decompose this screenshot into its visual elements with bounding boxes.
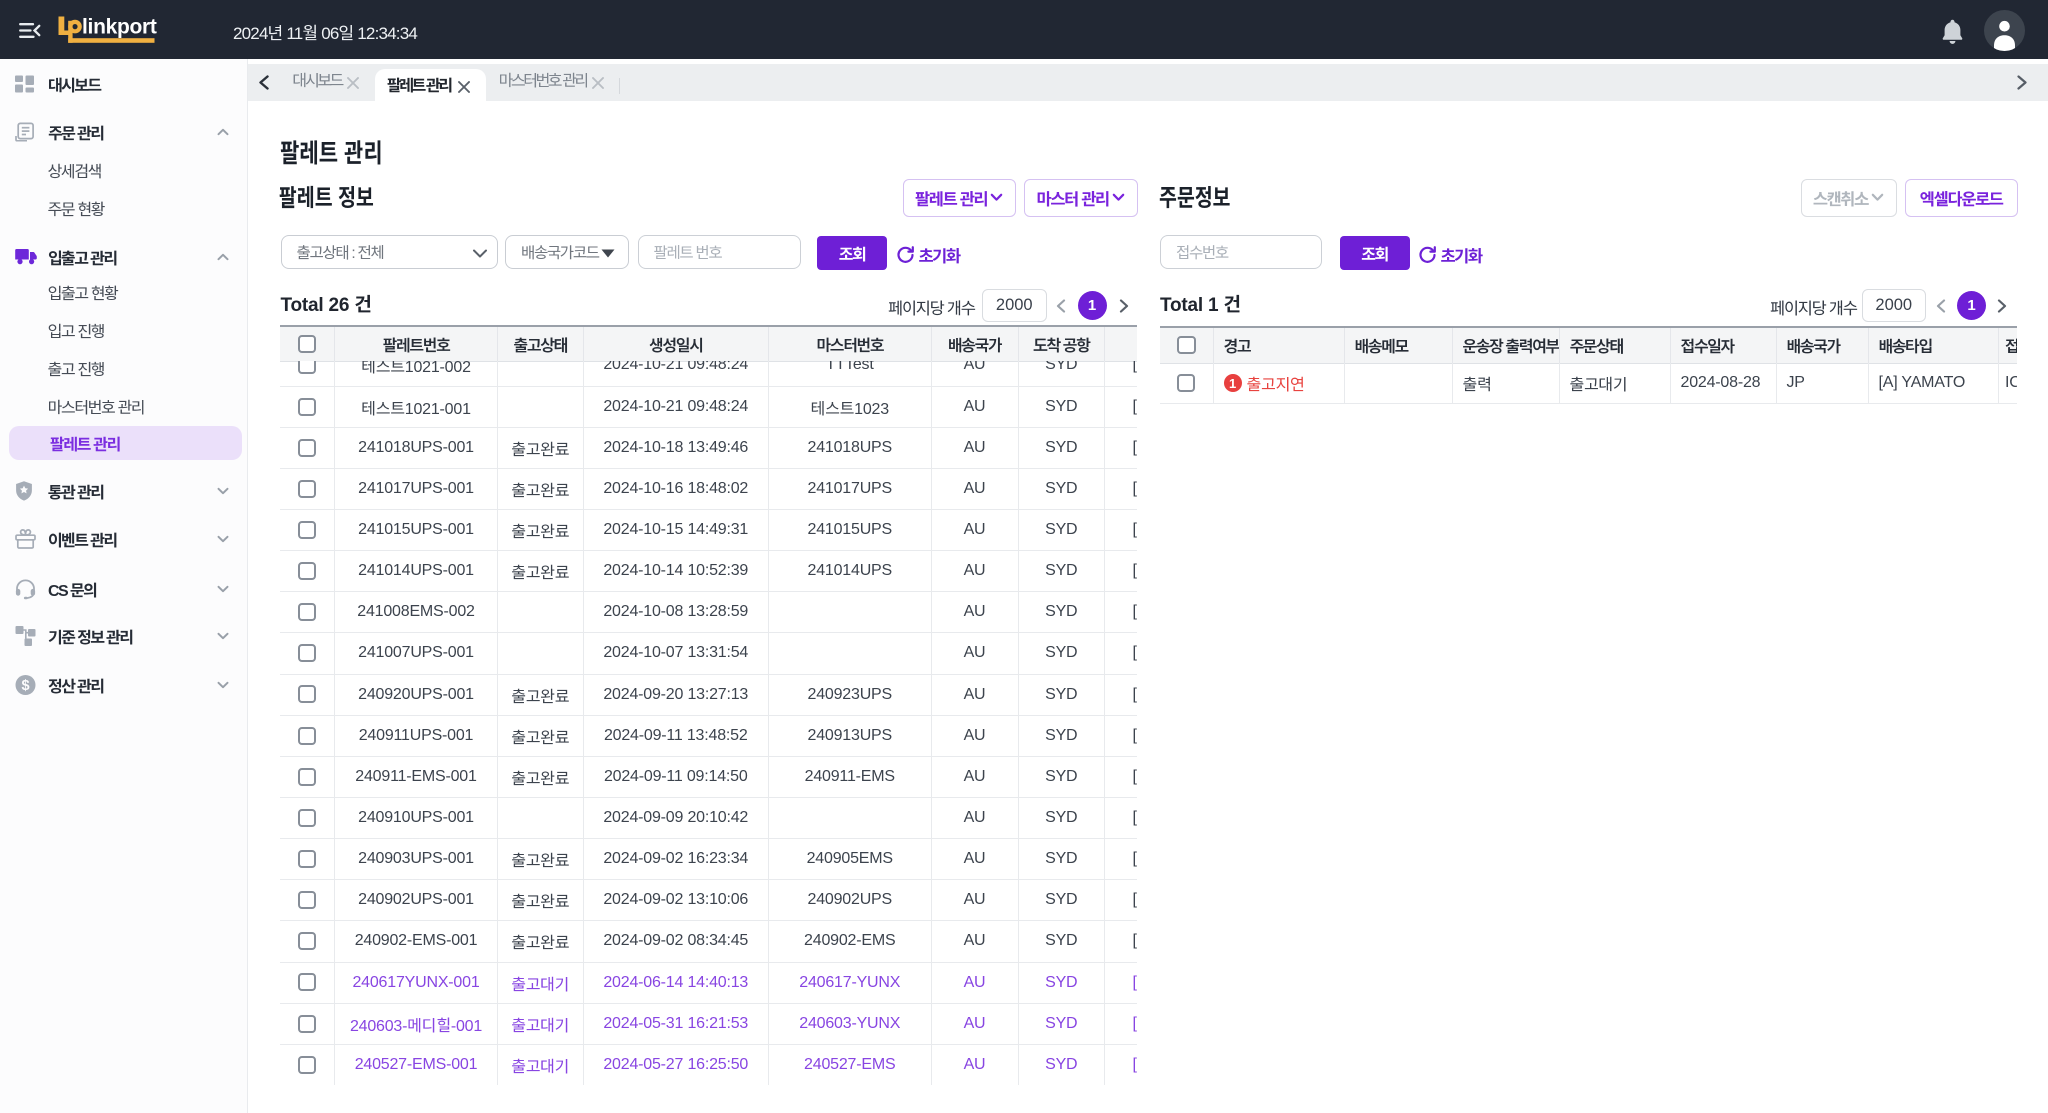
svg-text:linkport: linkport [82,16,157,39]
svg-text:$: $ [21,678,29,694]
